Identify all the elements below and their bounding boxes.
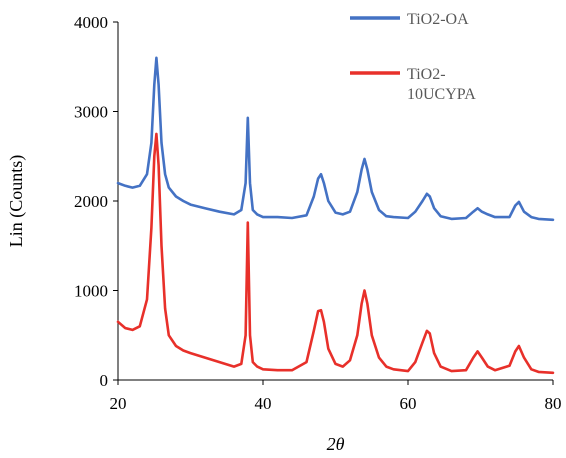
y-tick-label: 0 <box>100 371 109 390</box>
y-tick-label: 3000 <box>74 103 108 122</box>
series-line <box>116 56 555 222</box>
y-axis-title: Lin (Counts) <box>6 155 27 248</box>
y-axis-ticks: 0 1000 2000 3000 4000 <box>74 13 118 390</box>
x-axis-title: 2θ <box>327 434 345 454</box>
legend-label: TiO2- <box>407 66 446 83</box>
y-tick-label: 1000 <box>74 282 108 301</box>
x-tick-label: 80 <box>545 394 562 413</box>
plot-area: 20 40 60 80 0 1000 2000 3000 4000 <box>74 13 562 413</box>
x-tick-label: 60 <box>400 394 417 413</box>
x-tick-label: 20 <box>110 394 127 413</box>
y-tick-label: 4000 <box>74 13 108 32</box>
series-line <box>116 132 555 375</box>
x-axis-ticks: 20 40 60 80 <box>110 380 562 413</box>
legend-label: TiO2-OA <box>407 11 469 28</box>
series-lines <box>116 56 555 375</box>
x-tick-label: 40 <box>255 394 272 413</box>
y-tick-label: 2000 <box>74 192 108 211</box>
legend: TiO2-OA TiO2- 10UCYPA <box>350 11 476 103</box>
legend-label: 10UCYPA <box>407 86 476 103</box>
